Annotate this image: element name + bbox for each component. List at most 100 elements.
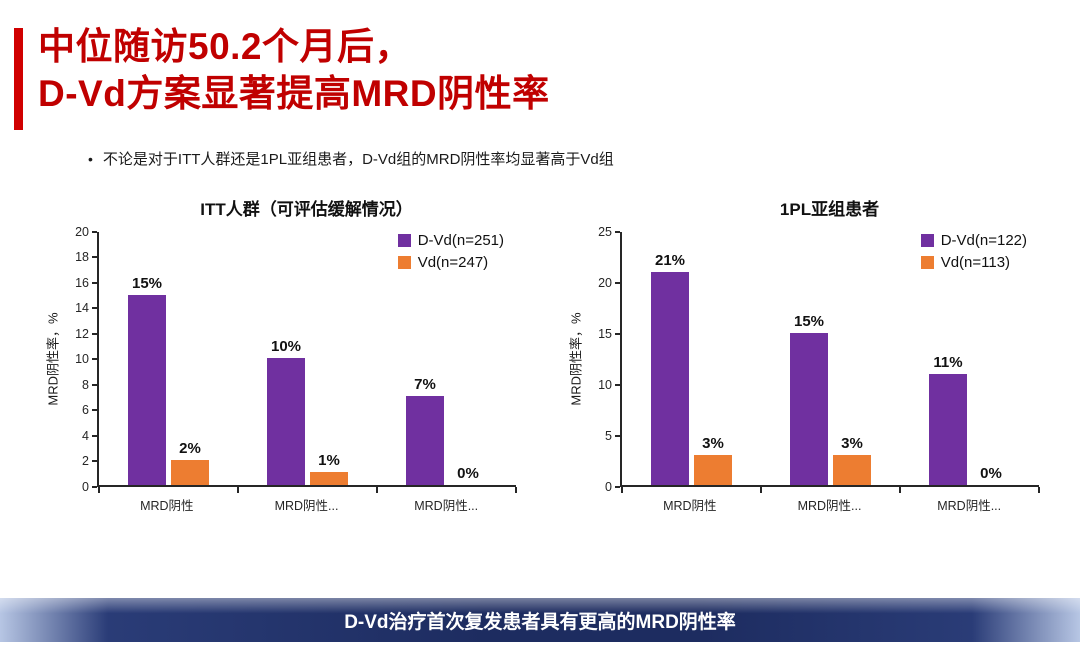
slide-title: 中位随访50.2个月后， D-Vd方案显著提高MRD阴性率 (38, 24, 1080, 118)
legend-label: Vd(n=113) (940, 253, 1011, 271)
legend-swatch (397, 255, 411, 269)
x-tick (759, 486, 762, 493)
bar-D-Vd(n=122) (929, 373, 967, 485)
y-tick-mark (615, 332, 620, 335)
bar-column: 0% (972, 232, 1010, 485)
legend-item: D-Vd(n=122) (920, 232, 1027, 249)
y-axis-label-column: MRD阴性率，% (41, 232, 63, 487)
y-tick-mark (92, 256, 97, 259)
y-tick-mark (92, 485, 97, 488)
y-tick-label: 0 (605, 479, 612, 494)
y-tick-label: 5 (605, 428, 612, 443)
y-tick: 6 (82, 403, 97, 417)
y-axis-label: MRD阴性率，% (45, 312, 61, 407)
slide-title-line1: 中位随访50.2个月后， (38, 26, 413, 67)
legend-item: D-Vd(n=251) (397, 232, 504, 249)
bar-Vd(n=113) (694, 454, 732, 485)
bar-group: 15% 2% (128, 232, 209, 485)
y-tick-mark (92, 307, 97, 310)
y-tick-label: 10 (598, 377, 612, 392)
plot-column: D-Vd(n=122) Vd(n=113) 21% 3% 15% 3% 11% 0% MRD… (620, 231, 1040, 514)
bar-value-label: 0% (980, 464, 1002, 482)
bar-Vd(n=247) (171, 459, 209, 485)
bar-Vd(n=113) (833, 454, 871, 485)
bar-value-label: 7% (414, 376, 436, 394)
legend-label: Vd(n=247) (417, 253, 489, 271)
legend-item: Vd(n=247) (397, 253, 504, 271)
bar-column: 11% (929, 232, 967, 485)
y-tick-label: 10 (75, 352, 89, 367)
bar-D-Vd(n=122) (790, 333, 828, 485)
bar-group: 7% 0% (406, 232, 487, 485)
y-tick: 0 (605, 480, 620, 494)
legend-swatch (920, 233, 934, 247)
legend-item: Vd(n=113) (920, 253, 1027, 271)
chart-body: MRD阴性率，% 0 2 4 6 8 10 12 14 16 18 20 D-Vd(n=251) Vd… (41, 225, 517, 514)
x-category-label: MRD阴性... (274, 498, 339, 513)
chart-1pl: 1PL亚组患者 MRD阴性率，% 0 5 10 15 20 25 D-Vd(n=122) V… (564, 195, 1040, 514)
y-tick: 20 (598, 276, 620, 290)
bar-value-label: 11% (933, 353, 963, 371)
x-tick (515, 486, 517, 493)
bullet-point: • 不论是对于ITT人群还是1PL亚组患者，D-Vd组的MRD阴性率均显著高于V… (88, 148, 1080, 169)
y-axis-label-column: MRD阴性率，% (564, 232, 586, 487)
y-tick: 0 (82, 480, 97, 494)
bar-value-label: 15% (131, 275, 163, 293)
y-tick: 18 (75, 250, 97, 264)
bar-D-Vd(n=251) (406, 396, 444, 485)
y-tick-label: 2 (82, 454, 89, 469)
y-tick-label: 0 (82, 479, 89, 494)
x-tick (898, 486, 901, 493)
bar-D-Vd(n=122) (651, 272, 689, 485)
bar-column: 15% (790, 232, 828, 485)
title-block: 中位随访50.2个月后， D-Vd方案显著提高MRD阴性率 (0, 0, 1080, 130)
bar-Vd(n=247) (310, 472, 348, 485)
chart-body: MRD阴性率，% 0 5 10 15 20 25 D-Vd(n=122) Vd(n=113)… (564, 225, 1040, 514)
y-tick-label: 4 (82, 428, 89, 443)
footer-text: D-Vd治疗首次复发患者具有更高的MRD阴性率 (344, 611, 736, 633)
bar-value-label: 1% (318, 452, 340, 470)
legend-swatch (920, 255, 934, 269)
y-tick-mark (92, 434, 97, 437)
y-tick-label: 6 (82, 403, 89, 418)
charts-row: ITT人群（可评估缓解情况） MRD阴性率，% 0 2 4 6 8 10 12 14 16 18 2… (0, 195, 1080, 514)
y-tick-mark (615, 485, 620, 488)
bar-value-label: 21% (654, 252, 686, 270)
legend: D-Vd(n=251) Vd(n=247) (397, 232, 504, 271)
bar-column: 21% (651, 232, 689, 485)
chart-itt: ITT人群（可评估缓解情况） MRD阴性率，% 0 2 4 6 8 10 12 14 16 18 2… (41, 195, 517, 514)
y-tick: 8 (82, 378, 97, 392)
y-axis-ticks: 0 5 10 15 20 25 (586, 225, 620, 494)
x-category-label: MRD阴性... (797, 498, 862, 513)
bar-column: 2% (171, 232, 209, 485)
y-tick-label: 8 (82, 377, 89, 392)
bar-column: 3% (694, 232, 732, 485)
bar-D-Vd(n=251) (267, 358, 305, 485)
y-tick-label: 15 (598, 326, 612, 341)
x-axis-labels: MRD阴性 MRD阴性... MRD阴性... (97, 487, 516, 514)
y-tick-mark (92, 281, 97, 284)
y-tick-label: 14 (75, 301, 89, 316)
bar-value-label: 3% (841, 434, 863, 452)
plot-column: D-Vd(n=251) Vd(n=247) 15% 2% 10% 1% 7% 0% MRD阴… (97, 231, 517, 514)
legend: D-Vd(n=122) Vd(n=113) (920, 232, 1027, 271)
bar-column: 3% (833, 232, 871, 485)
plot-area: D-Vd(n=251) Vd(n=247) 15% 2% 10% 1% 7% 0% (97, 231, 517, 493)
y-tick: 15 (598, 327, 620, 341)
bar-column: 1% (310, 232, 348, 485)
y-tick-label: 20 (75, 224, 89, 239)
y-tick-label: 25 (598, 224, 612, 239)
y-tick: 5 (605, 429, 620, 443)
x-category-label: MRD阴性... (414, 498, 479, 513)
legend-swatch (397, 233, 411, 247)
y-tick-mark (92, 332, 97, 335)
y-tick-mark (615, 383, 620, 386)
bar-value-label: 2% (179, 439, 201, 457)
x-tick (375, 486, 378, 493)
y-tick: 14 (75, 301, 97, 315)
y-tick-mark (92, 383, 97, 386)
y-tick: 10 (75, 352, 97, 366)
bar-value-label: 10% (270, 338, 302, 356)
y-tick: 12 (75, 327, 97, 341)
bar-column: 10% (267, 232, 305, 485)
